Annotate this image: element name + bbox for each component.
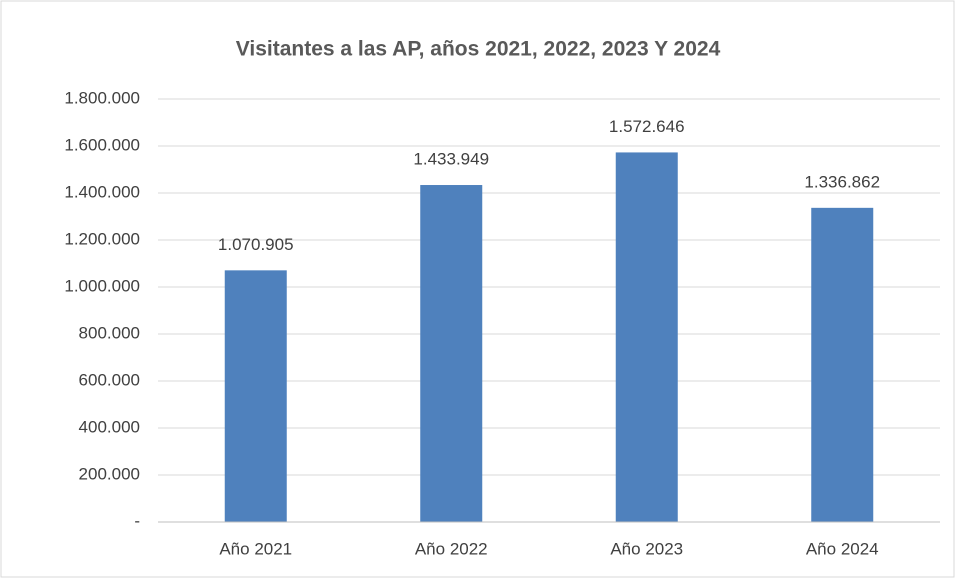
x-tick-label: Año 2024 <box>806 539 879 558</box>
y-tick-label: 1.400.000 <box>64 182 140 201</box>
y-tick-label: 200.000 <box>79 464 140 483</box>
y-tick-label: 1.600.000 <box>64 135 140 154</box>
y-tick-label: 800.000 <box>79 323 140 342</box>
x-tick-label: Año 2022 <box>415 539 488 558</box>
y-tick-label: 400.000 <box>79 417 140 436</box>
bar <box>224 270 287 522</box>
chart-title: Visitantes a las AP, años 2021, 2022, 20… <box>236 38 721 61</box>
data-label: 1.070.905 <box>218 235 294 254</box>
bar <box>420 185 483 523</box>
x-tick-label: Año 2021 <box>219 539 292 558</box>
data-label: 1.433.949 <box>413 150 489 169</box>
bar <box>615 152 678 522</box>
y-tick-label: - <box>134 511 140 530</box>
bar <box>811 207 874 522</box>
y-tick-label: 1.000.000 <box>64 276 140 295</box>
data-label: 1.336.862 <box>804 172 880 191</box>
x-tick-label: Año 2023 <box>610 539 683 558</box>
y-tick-label: 600.000 <box>79 370 140 389</box>
y-tick-label: 1.800.000 <box>64 88 140 107</box>
y-tick-label: 1.200.000 <box>64 229 140 248</box>
data-label: 1.572.646 <box>609 117 685 136</box>
